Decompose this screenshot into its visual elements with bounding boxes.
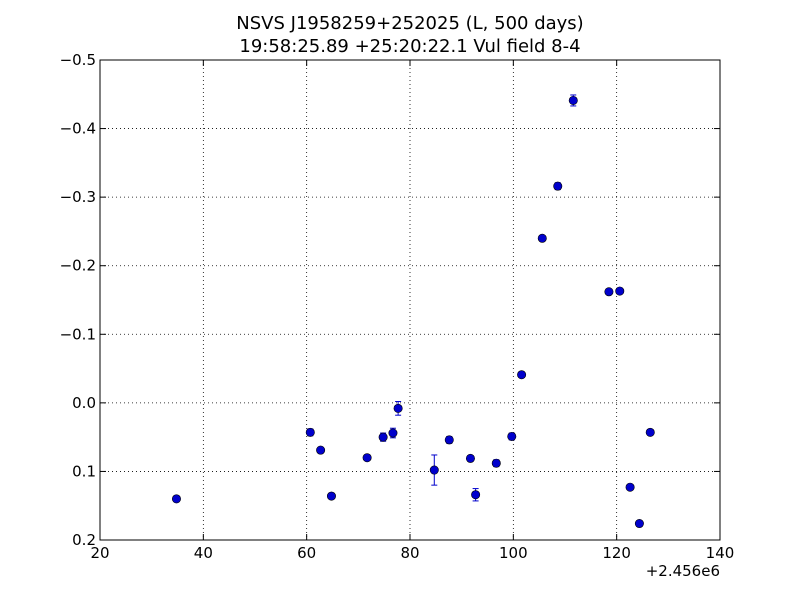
data-point: [604, 287, 614, 297]
y-tick-label: 0.1: [72, 462, 96, 480]
data-point: [517, 370, 527, 380]
data-point: [362, 453, 372, 463]
data-marker: [568, 95, 578, 105]
data-point: [615, 286, 625, 296]
data-point: [491, 458, 501, 468]
data-marker: [305, 427, 315, 437]
x-tick-label: 100: [499, 544, 528, 562]
data-marker: [444, 435, 454, 445]
x-tick-label: 40: [194, 544, 213, 562]
data-marker: [388, 428, 398, 438]
grid: [100, 60, 720, 540]
data-marker: [553, 181, 563, 191]
data-point: [444, 435, 454, 445]
data-marker: [378, 432, 388, 442]
y-tick-label: −0.4: [60, 120, 96, 138]
data-marker: [471, 490, 481, 500]
data-marker: [326, 491, 336, 501]
x-tick-label: 140: [706, 544, 735, 562]
chart-title: NSVS J1958259+252025 (L, 500 days): [236, 13, 583, 34]
x-tick-label: 120: [602, 544, 631, 562]
data-point: [393, 400, 403, 416]
data-point: [429, 454, 439, 486]
data-marker: [634, 519, 644, 529]
y-tick-label: −0.1: [60, 325, 96, 343]
data-marker: [625, 482, 635, 492]
chart-subtitle: 19:58:25.89 +25:20:22.1 Vul field 8-4: [239, 36, 580, 57]
y-tick-label: −0.2: [60, 257, 96, 275]
data-marker: [393, 403, 403, 413]
x-offset-label: +2.456e6: [646, 562, 720, 580]
data-point: [507, 431, 517, 441]
data-point: [645, 427, 655, 437]
x-tick-label: 60: [297, 544, 316, 562]
data-points: [171, 94, 655, 529]
data-point: [568, 94, 578, 107]
data-marker: [429, 465, 439, 475]
y-tick-label: −0.5: [60, 51, 96, 69]
y-tick-label: 0.2: [72, 531, 96, 549]
data-point: [471, 488, 481, 502]
data-marker: [604, 287, 614, 297]
data-marker: [537, 233, 547, 243]
data-point: [326, 491, 336, 501]
data-marker: [645, 427, 655, 437]
data-point: [171, 494, 181, 504]
data-point: [305, 427, 315, 437]
data-point: [388, 427, 398, 439]
data-point: [465, 453, 475, 463]
x-tick-label: 80: [400, 544, 419, 562]
data-marker: [171, 494, 181, 504]
tick-labels: 20 40 60 80 100 120 140 −0.5 −0.4 −0.3 −0.2 −0.1 0.0…: [60, 51, 735, 562]
data-point: [537, 233, 547, 243]
data-marker: [465, 453, 475, 463]
data-marker: [362, 453, 372, 463]
data-marker: [517, 370, 527, 380]
data-marker: [615, 286, 625, 296]
data-point: [634, 519, 644, 529]
data-point: [378, 432, 388, 442]
x-tick-label: 20: [90, 544, 109, 562]
data-point: [316, 445, 326, 455]
y-tick-label: −0.3: [60, 188, 96, 206]
data-point: [553, 181, 563, 191]
data-marker: [316, 445, 326, 455]
data-point: [625, 482, 635, 492]
y-tick-label: 0.0: [72, 394, 96, 412]
plot-frame: [99, 59, 721, 541]
data-marker: [507, 431, 517, 441]
data-marker: [491, 458, 501, 468]
